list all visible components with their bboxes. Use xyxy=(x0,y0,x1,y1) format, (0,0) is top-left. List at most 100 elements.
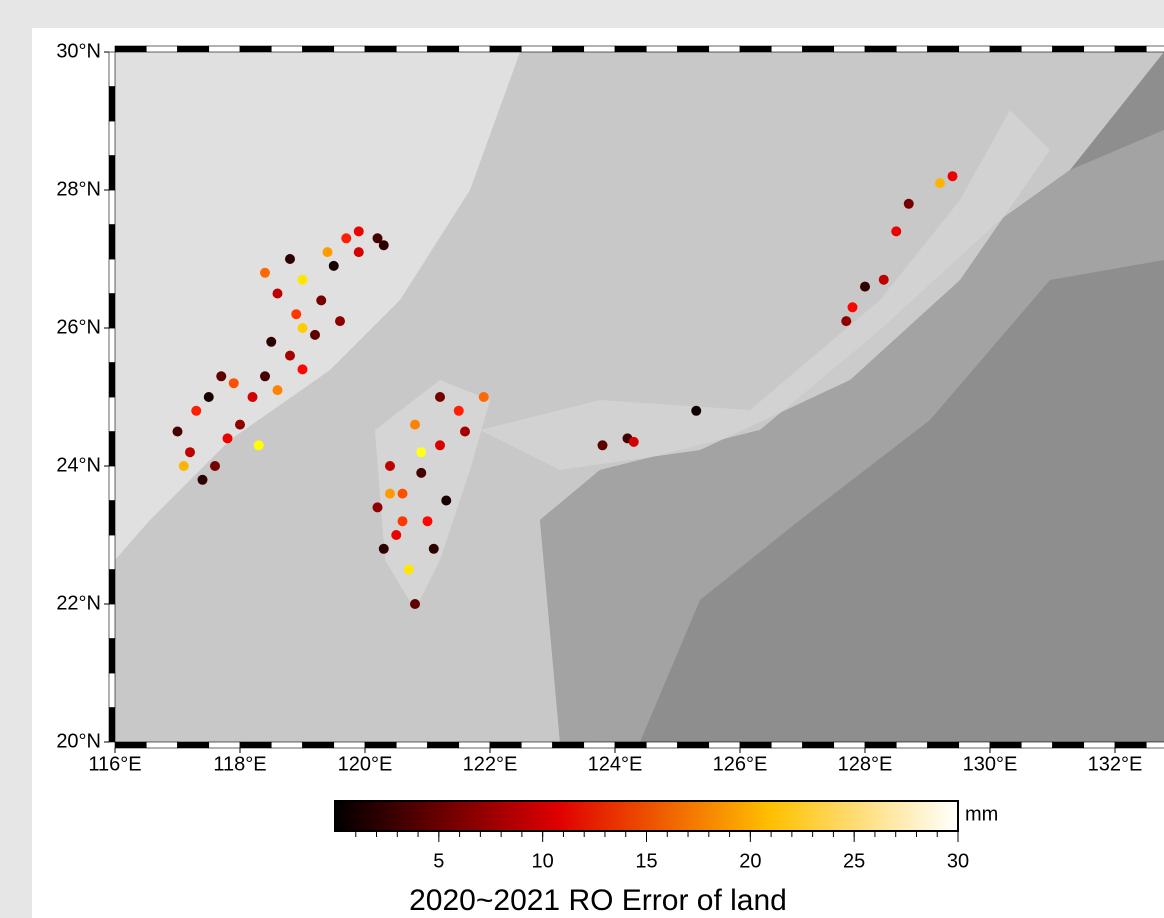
frame-segment xyxy=(109,225,115,260)
station-point xyxy=(629,437,639,447)
station-point xyxy=(416,468,426,478)
station-point xyxy=(273,385,283,395)
frame-segment xyxy=(109,535,115,570)
frame-segment xyxy=(396,46,427,52)
x-tick-label: 128°E xyxy=(838,753,893,775)
station-point xyxy=(210,461,220,471)
colorbar-tick-label: 20 xyxy=(739,850,761,872)
frame-segment xyxy=(615,742,646,748)
station-point xyxy=(379,240,389,250)
frame-segment xyxy=(678,46,709,52)
station-point xyxy=(216,371,226,381)
station-point xyxy=(298,323,308,333)
station-point xyxy=(223,433,233,443)
x-tick-label: 118°E xyxy=(213,753,266,775)
station-point xyxy=(398,516,408,526)
frame-segment xyxy=(553,46,584,52)
frame-segment xyxy=(1021,742,1052,748)
station-point xyxy=(341,233,351,243)
x-tick-label: 122°E xyxy=(463,753,518,775)
frame-segment xyxy=(109,294,115,329)
station-point xyxy=(285,254,295,264)
y-tick-label: 26°N xyxy=(56,316,101,338)
station-point xyxy=(354,226,364,236)
frame-segment xyxy=(109,397,115,432)
station-point xyxy=(410,420,420,430)
colorbar-unit: mm xyxy=(965,803,998,825)
frame-segment xyxy=(271,46,302,52)
frame-segment xyxy=(303,46,334,52)
frame-segment xyxy=(803,46,834,52)
station-point xyxy=(185,447,195,457)
y-tick-label: 20°N xyxy=(56,730,101,752)
map-title: 2020~2021 RO Error of land xyxy=(409,884,787,917)
frame-segment xyxy=(771,742,802,748)
frame-segment xyxy=(990,46,1021,52)
station-point xyxy=(948,171,958,181)
frame-segment xyxy=(1084,742,1115,748)
station-point xyxy=(373,502,383,512)
frame-segment xyxy=(459,742,490,748)
station-point xyxy=(454,406,464,416)
station-point xyxy=(691,406,701,416)
frame-segment xyxy=(109,639,115,674)
frame-segment xyxy=(303,742,334,748)
station-point xyxy=(204,392,214,402)
frame-segment xyxy=(115,46,146,52)
station-point xyxy=(291,309,301,319)
station-point xyxy=(298,364,308,374)
frame-segment xyxy=(365,742,396,748)
station-point xyxy=(198,475,208,485)
frame-segment xyxy=(109,328,115,363)
x-tick-label: 124°E xyxy=(588,753,643,775)
station-point xyxy=(260,268,270,278)
station-point xyxy=(329,261,339,271)
frame-segment xyxy=(109,52,115,87)
station-point xyxy=(285,351,295,361)
frame-segment xyxy=(803,742,834,748)
frame-segment xyxy=(928,742,959,748)
frame-segment xyxy=(109,121,115,156)
x-tick-label: 132°E xyxy=(1088,753,1143,775)
station-point xyxy=(904,199,914,209)
page: 116°E118°E120°E122°E124°E126°E128°E130°E… xyxy=(0,0,1164,918)
frame-segment xyxy=(490,46,521,52)
frame-segment xyxy=(709,742,740,748)
station-point xyxy=(173,427,183,437)
station-point xyxy=(460,427,470,437)
station-point xyxy=(429,544,439,554)
frame-segment xyxy=(334,742,365,748)
frame-segment xyxy=(109,570,115,605)
y-tick-label: 28°N xyxy=(56,178,101,200)
station-point xyxy=(385,489,395,499)
colorbar xyxy=(335,801,958,831)
frame-segment xyxy=(109,363,115,398)
station-point xyxy=(435,440,445,450)
station-point xyxy=(273,289,283,299)
station-point xyxy=(254,440,264,450)
frame-segment xyxy=(709,46,740,52)
station-point xyxy=(935,178,945,188)
frame-segment xyxy=(1084,46,1115,52)
station-point xyxy=(391,530,401,540)
frame-segment xyxy=(1146,742,1164,748)
frame-segment xyxy=(1053,742,1084,748)
station-point xyxy=(404,565,414,575)
frame-segment xyxy=(834,46,865,52)
colorbar-tick-label: 25 xyxy=(843,850,865,872)
frame-segment xyxy=(271,742,302,748)
frame-segment xyxy=(490,742,521,748)
frame-segment xyxy=(428,742,459,748)
frame-segment xyxy=(109,604,115,639)
frame-segment xyxy=(1021,46,1052,52)
frame-segment xyxy=(959,46,990,52)
frame-segment xyxy=(740,742,771,748)
station-point xyxy=(423,516,433,526)
frame-segment xyxy=(240,742,271,748)
station-point xyxy=(323,247,333,257)
station-point xyxy=(298,275,308,285)
frame-segment xyxy=(109,156,115,191)
frame-segment xyxy=(646,46,677,52)
frame-segment xyxy=(109,432,115,467)
station-point xyxy=(179,461,189,471)
